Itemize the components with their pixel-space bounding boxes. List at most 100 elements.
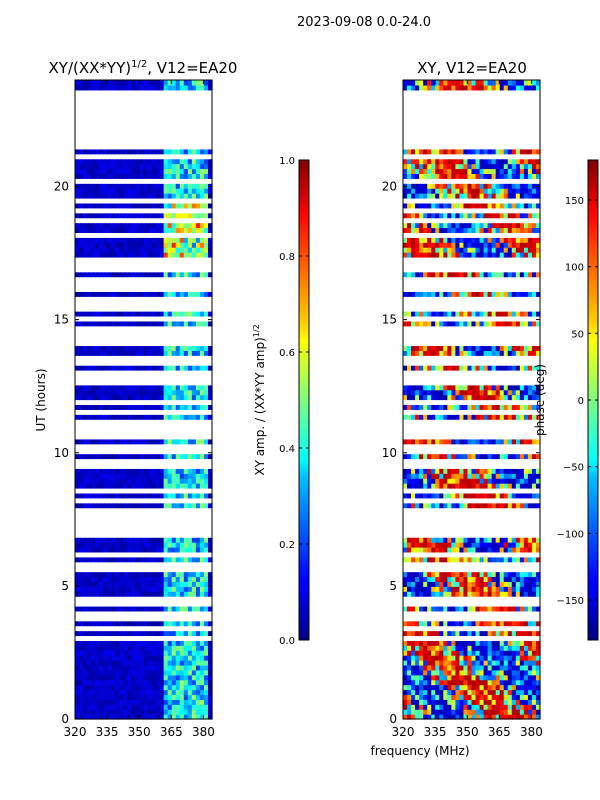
amplitude-heatmap-cell — [107, 566, 112, 573]
amplitude-heatmap-cell — [135, 163, 141, 170]
amplitude-heatmap-cell — [139, 566, 145, 573]
amplitude-heatmap-cell — [99, 630, 104, 637]
amplitude-heatmap-cell — [143, 330, 149, 337]
phase-heatmap-cell — [487, 699, 493, 705]
amplitude-heatmap-cell — [111, 463, 116, 469]
amplitude-heatmap-cell — [151, 124, 157, 130]
amplitude-heatmap-cell — [203, 581, 209, 587]
amplitude-heatmap-cell — [139, 424, 145, 430]
amplitude-heatmap-cell — [147, 650, 153, 656]
amplitude-heatmap-cell — [75, 384, 80, 391]
amplitude-heatmap-cell — [147, 311, 153, 317]
amplitude-heatmap-cell — [163, 379, 169, 386]
amplitude-heatmap-cell — [203, 443, 209, 450]
amplitude-heatmap-cell — [175, 527, 181, 533]
phase-heatmap-cell — [495, 684, 501, 691]
amplitude-heatmap-cell — [195, 370, 201, 376]
amplitude-heatmap-cell — [83, 443, 88, 450]
amplitude-heatmap-cell — [79, 669, 84, 676]
amplitude-heatmap-cell — [79, 315, 84, 322]
phase-heatmap-cell — [451, 714, 456, 720]
amplitude-heatmap-cell — [183, 202, 189, 209]
amplitude-heatmap-cell — [207, 148, 213, 155]
amplitude-heatmap-cell — [139, 153, 145, 160]
amplitude-heatmap-cell — [95, 217, 100, 224]
amplitude-heatmap-cell — [127, 119, 133, 125]
amplitude-heatmap-cell — [147, 512, 153, 519]
phase-heatmap-cell — [415, 674, 420, 681]
amplitude-heatmap-cell — [171, 256, 177, 263]
phase-heatmap-cell — [447, 714, 452, 720]
amplitude-heatmap-cell — [171, 517, 177, 523]
amplitude-heatmap-cell — [175, 143, 181, 150]
phase-heatmap-cell — [527, 709, 533, 715]
amplitude-heatmap-cell — [187, 306, 193, 312]
amplitude-heatmap-cell — [207, 138, 213, 145]
amplitude-heatmap-cell — [95, 517, 100, 523]
amplitude-heatmap-cell — [159, 684, 165, 691]
amplitude-heatmap-cell — [75, 360, 80, 366]
amplitude-heatmap-cell — [207, 212, 213, 219]
amplitude-heatmap-cell — [195, 134, 201, 140]
amplitude-heatmap-cell — [127, 360, 133, 366]
amplitude-heatmap-cell — [207, 620, 213, 627]
amplitude-heatmap-cell — [75, 252, 80, 258]
amplitude-heatmap-cell — [119, 522, 124, 528]
amplitude-heatmap-cell — [123, 404, 128, 410]
amplitude-heatmap-cell — [143, 497, 149, 504]
amplitude-heatmap-cell — [187, 394, 193, 401]
phase-heatmap-cell — [471, 679, 477, 686]
amplitude-heatmap-cell — [175, 615, 181, 622]
amplitude-heatmap-cell — [111, 148, 116, 155]
amplitude-heatmap-cell — [143, 153, 149, 160]
phase-heatmap-cell — [495, 650, 501, 656]
amplitude-heatmap-cell — [131, 527, 137, 533]
amplitude-heatmap-cell — [191, 119, 197, 125]
amplitude-heatmap-cell — [119, 252, 124, 258]
phase-heatmap-cell — [403, 684, 408, 691]
amplitude-heatmap-cell — [187, 522, 193, 528]
amplitude-heatmap-cell — [191, 689, 197, 696]
amplitude-heatmap-cell — [95, 424, 100, 430]
amplitude-heatmap-cell — [163, 664, 169, 671]
amplitude-heatmap-cell — [167, 660, 173, 666]
amplitude-heatmap-cell — [143, 134, 149, 140]
amplitude-heatmap-cell — [143, 217, 149, 224]
amplitude-heatmap-cell — [75, 261, 80, 268]
amplitude-heatmap-cell — [99, 635, 104, 641]
amplitude-heatmap-cell — [191, 458, 197, 464]
amplitude-heatmap-cell — [115, 694, 120, 700]
amplitude-heatmap-cell — [139, 655, 145, 661]
amplitude-heatmap-cell — [123, 311, 128, 317]
amplitude-heatmap-cell — [163, 669, 169, 676]
amplitude-heatmap-cell — [135, 468, 141, 474]
amplitude-heatmap-cell — [111, 384, 116, 391]
amplitude-heatmap-cell — [171, 601, 177, 607]
amplitude-heatmap-cell — [195, 109, 201, 116]
amplitude-heatmap-cell — [147, 261, 153, 268]
amplitude-heatmap-cell — [103, 487, 108, 494]
amplitude-heatmap-cell — [91, 80, 96, 86]
amplitude-heatmap-cell — [87, 242, 92, 248]
amplitude-heatmap-cell — [131, 286, 137, 292]
amplitude-heatmap-cell — [79, 276, 84, 283]
amplitude-heatmap-cell — [143, 527, 149, 533]
amplitude-heatmap-cell — [107, 664, 112, 671]
amplitude-heatmap-cell — [163, 497, 169, 504]
amplitude-heatmap-cell — [135, 399, 141, 406]
amplitude-heatmap-cell — [107, 315, 112, 322]
amplitude-heatmap-cell — [195, 355, 201, 361]
amplitude-heatmap-cell — [79, 325, 84, 332]
amplitude-heatmap-cell — [83, 625, 88, 632]
phase-heatmap-cell — [483, 650, 489, 656]
amplitude-heatmap-cell — [95, 699, 100, 705]
amplitude-heatmap-cell — [107, 483, 112, 489]
amplitude-heatmap-cell — [171, 227, 177, 233]
amplitude-heatmap-cell — [195, 153, 201, 160]
amplitude-heatmap-cell — [99, 340, 104, 347]
phase-heatmap-cell — [467, 660, 473, 666]
amplitude-heatmap-cell — [187, 256, 193, 263]
amplitude-heatmap-cell — [171, 94, 177, 101]
amplitude-heatmap-cell — [131, 94, 137, 101]
amplitude-heatmap-cell — [207, 335, 213, 342]
